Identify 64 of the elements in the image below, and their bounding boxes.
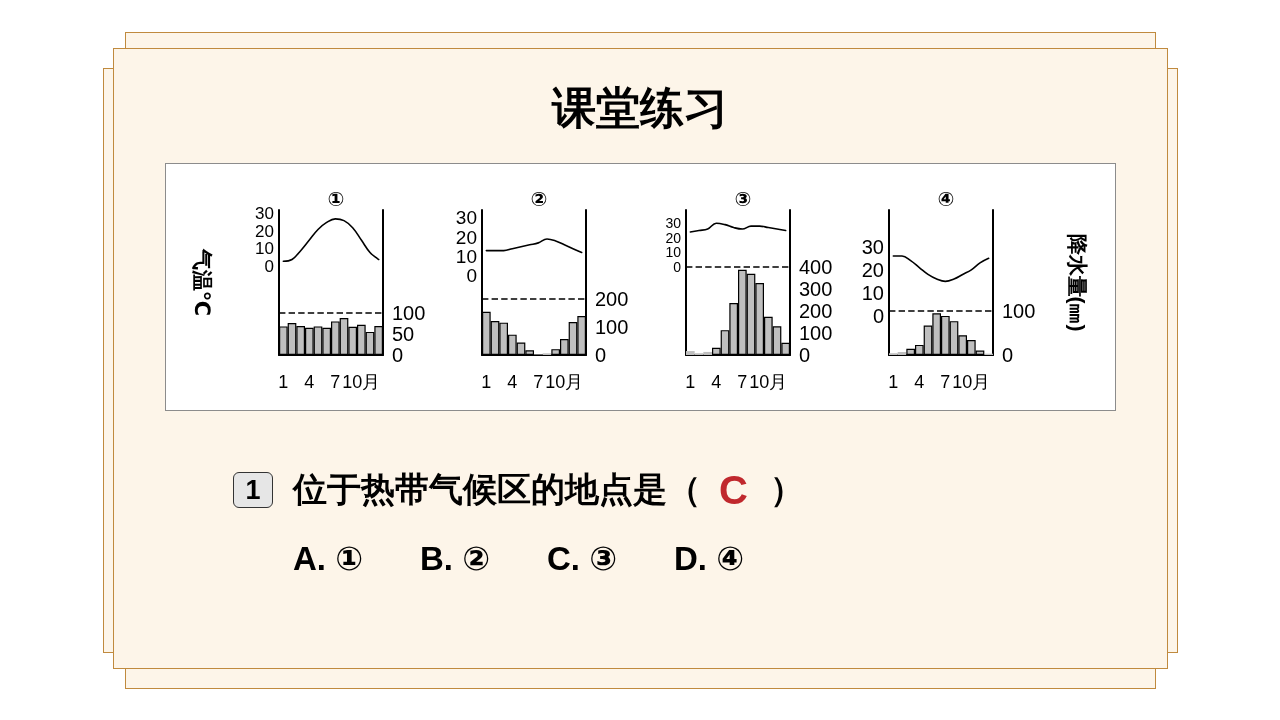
y2-tick-label: 0 (392, 344, 404, 366)
y-tick-label: 20 (456, 226, 478, 248)
x-tick-label: 10月 (342, 372, 381, 392)
x-tick-label: 10月 (952, 372, 991, 392)
text: D. ④ (674, 538, 745, 578)
chart-title: ④ (937, 188, 955, 210)
y-tick-label: 10 (665, 244, 681, 261)
x-tick-label: 4 (914, 372, 925, 392)
y-tick-label: 20 (861, 258, 884, 281)
y-tick-label: 0 (672, 259, 681, 276)
text: C (719, 467, 748, 513)
y-tick-label: 30 (665, 215, 681, 232)
text: B. ② (420, 538, 491, 578)
y2-tick-label: 0 (798, 344, 810, 366)
text: 位于热带气候区的地点是（ (293, 469, 701, 510)
y-tick-label: 0 (466, 265, 478, 287)
y-tick-label: 30 (861, 235, 884, 258)
x-tick-label: 7 (330, 372, 341, 392)
y2-tick-label: 100 (1001, 300, 1036, 323)
text: 课堂练习 (552, 83, 728, 132)
x-tick-label: 10月 (748, 372, 787, 392)
y-tick-label: 0 (872, 304, 884, 327)
y2-tick-label: 0 (1001, 344, 1014, 366)
y-tick-label: 20 (665, 229, 681, 246)
y2-tick-label: 200 (798, 300, 832, 323)
x-tick-label: 4 (710, 372, 721, 392)
y2-tick-label: 100 (392, 301, 426, 324)
y2-tick-label: 400 (798, 256, 832, 279)
x-tick-label: 10月 (545, 372, 584, 392)
x-tick-label: 1 (481, 372, 492, 392)
y2-tick-label: 0 (595, 344, 607, 366)
y-tick-label: 30 (456, 207, 478, 229)
x-tick-label: 7 (533, 372, 544, 392)
x-tick-label: 7 (940, 372, 951, 392)
y-tick-label: 30 (255, 204, 274, 224)
y-axis-title: 气温℃ (191, 247, 214, 317)
y-tick-label: 10 (255, 239, 274, 259)
text: ） (769, 469, 804, 510)
chart-title: ③ (734, 188, 752, 210)
x-tick-label: 4 (507, 372, 518, 392)
y2-tick-label: 50 (392, 322, 415, 345)
y2-tick-label: 100 (595, 316, 629, 339)
line-series (892, 255, 990, 283)
y-tick-label: 20 (255, 221, 274, 241)
y2-axis-title: 降水量(㎜) (1065, 233, 1089, 332)
x-tick-label: 4 (304, 372, 315, 392)
number-badge: 1 (233, 472, 273, 508)
line-series (282, 218, 380, 263)
y-tick-label: 0 (264, 257, 274, 277)
y-tick-label: 10 (861, 281, 884, 304)
y-tick-label: 10 (456, 245, 478, 267)
x-tick-label: 1 (278, 372, 289, 392)
chart-title: ① (327, 188, 345, 210)
line-series (485, 238, 583, 254)
text: C. ③ (547, 538, 618, 578)
y2-tick-label: 300 (798, 278, 832, 301)
chart-title: ② (530, 188, 548, 210)
x-tick-label: 1 (888, 372, 899, 392)
x-tick-label: 1 (684, 372, 695, 392)
text: A. ① (293, 538, 364, 578)
x-tick-label: 7 (736, 372, 747, 392)
y2-tick-label: 100 (798, 322, 832, 345)
line-series (689, 222, 787, 233)
y2-tick-label: 200 (595, 288, 629, 311)
